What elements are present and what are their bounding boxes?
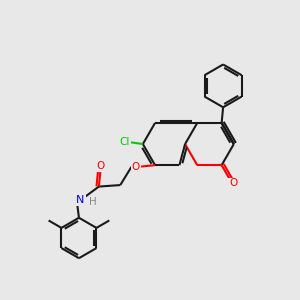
Text: H: H xyxy=(89,197,97,207)
Text: Cl: Cl xyxy=(120,137,130,147)
Text: O: O xyxy=(132,162,140,172)
Text: O: O xyxy=(96,161,104,171)
Text: O: O xyxy=(229,178,237,188)
Text: N: N xyxy=(76,195,85,205)
